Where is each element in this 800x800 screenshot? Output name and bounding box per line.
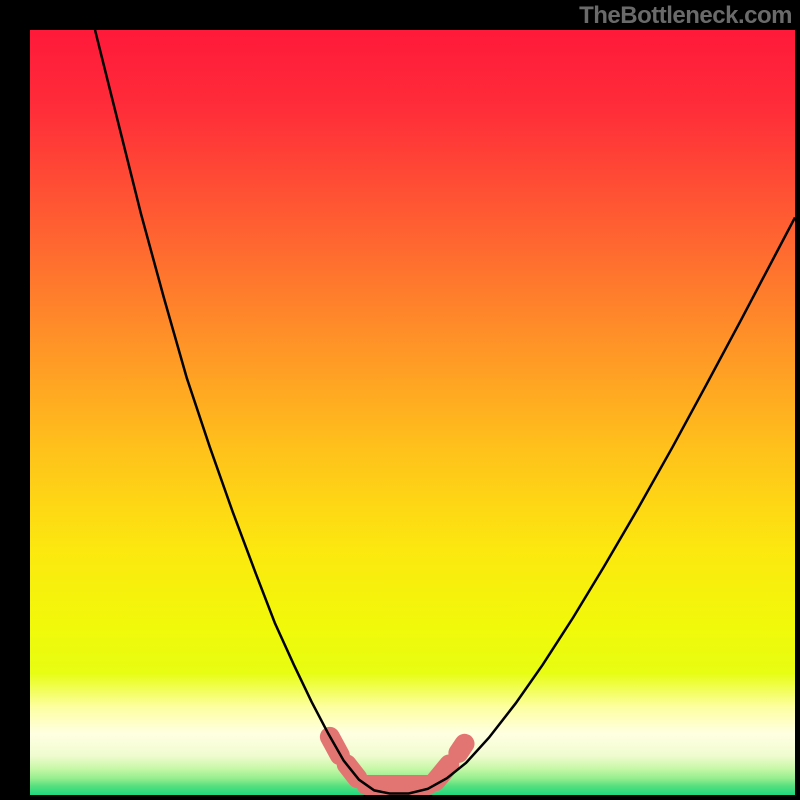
bottleneck-chart (30, 30, 795, 795)
chart-background (30, 30, 795, 795)
watermark-text: TheBottleneck.com (579, 2, 792, 30)
outer-frame: TheBottleneck.com (0, 0, 800, 800)
